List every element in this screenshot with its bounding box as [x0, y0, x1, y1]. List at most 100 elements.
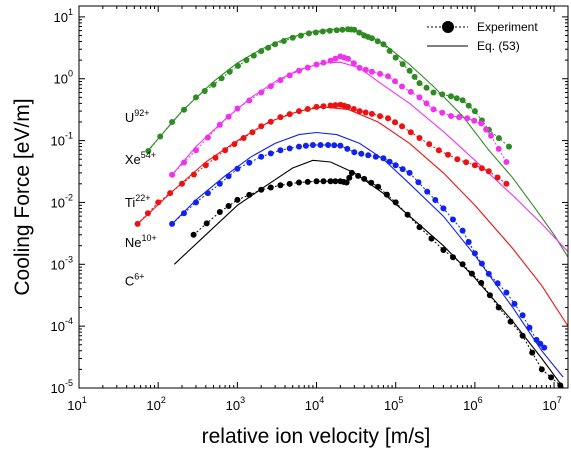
experiment-point-xe54: [225, 113, 232, 120]
experiment-point-xe54: [439, 109, 446, 116]
experiment-point-u92: [374, 38, 381, 45]
experiment-point-xe54: [320, 59, 327, 66]
experiment-point-ti22: [392, 119, 398, 126]
experiment-point-xe54: [385, 73, 391, 80]
experiment-point-ne10: [331, 142, 338, 149]
experiment-point-u92: [406, 67, 413, 74]
experiment-point-u92: [423, 84, 430, 91]
experiment-point-xe54: [267, 83, 274, 90]
experiment-point-ti22: [202, 162, 209, 169]
y-tick-label: 10-5: [51, 378, 73, 396]
experiment-point-xe54: [478, 120, 485, 127]
experiment-point-ti22: [134, 220, 141, 227]
experiment-point-u92: [265, 44, 272, 51]
experiment-point-c6: [203, 220, 210, 227]
experiment-point-ne10: [399, 166, 406, 173]
experiment-point-ne10: [193, 199, 199, 206]
plot-frame: [78, 5, 569, 389]
x-tick-label: 103: [226, 395, 245, 413]
experiment-point-xe54: [503, 159, 510, 165]
experiment-point-c6: [404, 211, 411, 218]
experiment-point-ti22: [231, 141, 238, 148]
experiment-point-u92: [339, 26, 346, 33]
experiment-point-ti22: [332, 102, 339, 109]
experiment-point-ne10: [432, 197, 439, 203]
experiment-point-ne10: [450, 216, 456, 223]
experiment-point-ne10: [246, 159, 253, 166]
experiment-point-u92: [448, 93, 454, 100]
experiment-point-ne10: [471, 250, 478, 257]
experiment-point-u92: [193, 94, 199, 101]
series-layer: [134, 26, 568, 388]
experiment-point-ne10: [533, 336, 540, 343]
experiment-point-ne10: [309, 142, 316, 148]
experiment-point-ne10: [537, 340, 544, 347]
experiment-point-u92: [439, 91, 446, 98]
experiment-point-u92: [399, 61, 406, 68]
experiment-point-ne10: [267, 150, 274, 157]
experiment-point-c6: [225, 203, 232, 209]
experiment-point-c6: [348, 169, 355, 176]
experiment-point-xe54: [430, 106, 437, 113]
experiment-point-ne10: [358, 150, 365, 157]
legend-experiment-marker: [442, 21, 454, 33]
experiment-point-ti22: [296, 108, 302, 115]
experiment-point-c6: [548, 374, 555, 381]
experiment-point-u92: [210, 81, 217, 88]
experiment-point-u92: [495, 135, 502, 142]
experiment-point-ti22: [454, 156, 461, 163]
experiment-point-ti22: [222, 147, 229, 154]
experiment-point-ne10: [277, 147, 284, 154]
experiment-point-ti22: [435, 147, 442, 154]
experiment-point-c6: [440, 247, 447, 253]
experiment-point-u92: [319, 28, 326, 35]
experiment-point-c6: [450, 254, 456, 261]
experiment-point-ne10: [503, 289, 510, 296]
experiment-point-ne10: [406, 169, 413, 176]
y-tick-label: 10-4: [51, 316, 73, 334]
experiment-point-ti22: [249, 129, 256, 136]
experiment-point-xe54: [448, 113, 454, 119]
experiment-point-ne10: [296, 143, 302, 150]
experiment-point-ti22: [385, 115, 391, 122]
experiment-point-ti22: [416, 135, 423, 141]
experiment-point-ti22: [445, 151, 451, 158]
experiment-point-ne10: [424, 188, 431, 195]
experiment-point-xe54: [296, 67, 302, 74]
experiment-point-u92: [430, 89, 437, 96]
experiment-point-ne10: [225, 173, 232, 180]
experiment-point-xe54: [332, 55, 339, 62]
theory-line-c6: [173, 159, 565, 388]
experiment-point-c6: [346, 174, 353, 181]
ion-label-ti: Ti22+: [125, 193, 151, 210]
experiment-point-xe54: [345, 55, 351, 62]
experiment-point-c6: [383, 191, 390, 198]
experiment-point-xe54: [495, 145, 502, 152]
experiment-point-ne10: [317, 142, 324, 148]
experiment-point-u92: [459, 97, 466, 104]
experiment-point-ti22: [471, 162, 478, 169]
experiment-point-u92: [235, 62, 241, 69]
experiment-point-ti22: [155, 199, 162, 206]
experiment-point-ti22: [426, 141, 433, 148]
experiment-point-c6: [355, 172, 362, 179]
experiment-point-ti22: [327, 102, 334, 109]
experiment-point-ti22: [463, 159, 470, 166]
experiment-point-ti22: [179, 180, 185, 187]
experiment-point-ti22: [167, 190, 174, 197]
experiment-point-c6: [313, 178, 320, 185]
experiment-point-u92: [411, 73, 418, 80]
x-tick-label: 106: [463, 395, 482, 413]
experiment-point-u92: [386, 47, 393, 54]
experiment-point-u92: [272, 41, 279, 48]
experiment-point-xe54: [471, 117, 478, 124]
experiment-point-xe54: [368, 68, 375, 75]
experiment-point-xe54: [286, 72, 293, 79]
experiment-point-ti22: [267, 118, 274, 125]
experiment-point-xe54: [483, 126, 490, 133]
experiment-point-ti22: [144, 210, 151, 217]
experiment-point-u92: [218, 75, 225, 82]
x-axis-title: relative ion velocity [m/s]: [202, 425, 431, 448]
experiment-point-ne10: [440, 205, 447, 212]
